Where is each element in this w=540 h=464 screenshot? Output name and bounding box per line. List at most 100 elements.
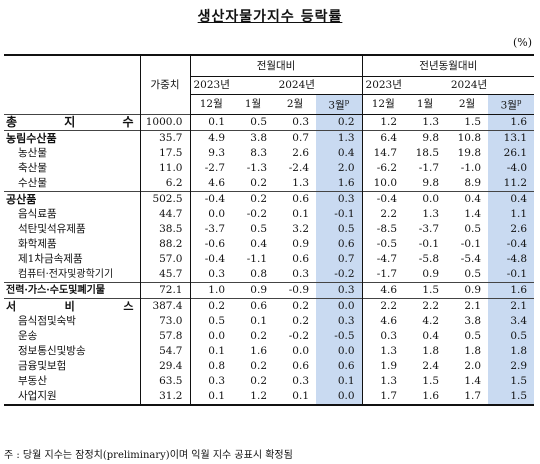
yoy-cell: 1.3 — [361, 344, 405, 359]
mom-cell: 0.0 — [292, 345, 309, 357]
month-header: 2월 — [446, 94, 489, 115]
mom-cell: 0.8 — [250, 268, 267, 280]
yoy-cell: -5.8 — [418, 253, 440, 265]
yoy-cell: -0.1 — [460, 238, 482, 250]
yoy-cell: -4.7 — [361, 252, 405, 267]
month-label: 3월 — [500, 99, 517, 112]
yoy-cell: 1.6 — [404, 389, 447, 406]
yoy-cell: 1.7 — [446, 389, 489, 406]
prelim-mark: p — [516, 98, 522, 107]
year-header: 2024년 — [404, 76, 535, 95]
mom-cell: 0.2 — [274, 298, 316, 314]
weight-cell: 17.5 — [139, 146, 190, 161]
yoy-cell: 1.5 — [446, 114, 489, 131]
mom-cell: -0.2 — [316, 267, 363, 283]
weight-cell: 6.2 — [139, 176, 190, 192]
row-label: 운송 — [18, 330, 38, 342]
mom-cell: 0.4 — [250, 238, 267, 250]
weight-cell: 38.5 — [139, 222, 190, 237]
yoy-cell: -0.5 — [361, 237, 405, 252]
yoy-cell: 1.4 — [464, 208, 482, 220]
yoy-cell: 19.8 — [457, 147, 482, 159]
mom-cell: -3.7 — [189, 222, 232, 237]
table-row: 컴퓨터·전자및광학기기 45.7 0.3 0.8 0.3 -0.2 -1.7 0.9 0.5 -0… — [4, 267, 535, 283]
year-header: 2023년 — [361, 76, 405, 95]
mom-cell: -2.4 — [288, 162, 309, 174]
row-label: 총 지 수 — [4, 114, 140, 131]
yoy-cell: -1.7 — [418, 162, 440, 174]
yoy-cell: 1.8 — [488, 344, 535, 359]
table-row: 음식점및숙박 73.0 0.5 0.1 0.2 0.3 4.6 4.2 3.8 3.4 — [4, 314, 535, 329]
weight-header: 가중치 — [139, 54, 190, 115]
yoy-cell: 1.5 — [422, 375, 440, 387]
mom-cell: 0.6 — [316, 359, 363, 374]
mom-cell: -0.2 — [288, 330, 309, 342]
yoy-cell: -5.4 — [460, 253, 482, 265]
yoy-cell: 26.1 — [488, 146, 535, 161]
month-header: 12월 — [189, 94, 232, 115]
month-header: 2월 — [274, 94, 316, 115]
row-label: 농림수산품 — [4, 130, 140, 146]
year-header: 2024년 — [232, 76, 363, 95]
mom-cell: -2.7 — [189, 161, 232, 176]
yoy-cell: -3.7 — [418, 223, 440, 235]
month-header: 1월 — [232, 94, 274, 115]
yoy-cell: 2.9 — [488, 359, 535, 374]
yoy-cell: -0.1 — [418, 238, 440, 250]
yoy-cell: 0.5 — [488, 329, 535, 344]
mom-cell: 2.0 — [316, 161, 363, 176]
yoy-cell: 2.2 — [361, 207, 405, 222]
yoy-cell: 2.0 — [464, 360, 482, 372]
yoy-cell: 14.7 — [361, 146, 405, 161]
row-label: 제1차금속제품 — [18, 253, 83, 265]
yoy-cell: 3.8 — [464, 315, 482, 327]
mom-cell: 0.3 — [292, 268, 309, 280]
table-row: 정보통신및방송 54.7 0.1 1.6 0.0 0.0 1.3 1.8 1.8 1.8 — [4, 344, 535, 359]
yoy-cell: 1.5 — [488, 389, 535, 406]
mom-cell: 0.2 — [232, 191, 274, 207]
month-header-current: 3월p — [316, 94, 363, 115]
mom-cell: 9.3 — [189, 146, 232, 161]
mom-cell: 0.1 — [189, 389, 232, 406]
yoy-cell: -1.0 — [460, 162, 482, 174]
row-label: 부동산 — [18, 375, 47, 387]
mom-cell: 0.0 — [316, 298, 363, 314]
mom-cell: 0.0 — [316, 344, 363, 359]
mom-cell: 0.6 — [316, 237, 363, 252]
mom-cell: -0.2 — [246, 208, 267, 220]
weight-cell: 72.1 — [139, 282, 190, 299]
mom-cell: 8.3 — [250, 147, 267, 159]
mom-cell: 0.2 — [189, 298, 232, 314]
mom-cell: 1.6 — [316, 176, 363, 192]
weight-cell: 44.7 — [139, 207, 190, 222]
weight-cell: 11.0 — [139, 161, 190, 176]
month-label: 3월 — [328, 99, 345, 112]
mom-cell: 0.1 — [250, 315, 267, 327]
mom-cell: 0.3 — [316, 314, 363, 329]
weight-cell: 45.7 — [139, 267, 190, 283]
yoy-cell: 1.7 — [361, 389, 405, 406]
mom-cell: 0.1 — [274, 389, 316, 406]
mom-cell: 0.3 — [189, 267, 232, 283]
mom-cell: 0.3 — [189, 374, 232, 389]
yoy-cell: -4.8 — [488, 252, 535, 267]
mom-cell: 0.2 — [250, 330, 267, 342]
mom-cell: 0.2 — [250, 360, 267, 372]
table-row: 서 비 스 387.4 0.2 0.6 0.2 0.0 2.2 2.2 2.1 2.1 — [4, 298, 535, 314]
mom-cell: -0.6 — [189, 237, 232, 252]
month-header: 12월 — [361, 94, 405, 115]
table-row: 전력·가스·수도및폐기물 72.1 1.0 0.9 -0.9 0.3 4.6 1.5 0.9 1.… — [4, 282, 535, 299]
yoy-cell: -8.5 — [361, 222, 405, 237]
weight-cell: 57.8 — [139, 329, 190, 344]
mom-cell: 0.6 — [274, 191, 316, 207]
yoy-cell: 6.4 — [361, 130, 405, 146]
mom-cell: 4.6 — [189, 176, 232, 192]
yoy-cell: 10.0 — [361, 176, 405, 192]
weight-cell: 88.2 — [139, 237, 190, 252]
yoy-cell: 9.8 — [404, 130, 447, 146]
yoy-cell: 1.6 — [488, 282, 535, 299]
mom-cell: 0.2 — [250, 177, 267, 189]
yoy-cell: 1.9 — [361, 359, 405, 374]
table-row: 금융및보험 29.4 0.8 0.2 0.6 0.6 1.9 2.4 2.0 2.9 — [4, 359, 535, 374]
weight-cell: 73.0 — [139, 314, 190, 329]
